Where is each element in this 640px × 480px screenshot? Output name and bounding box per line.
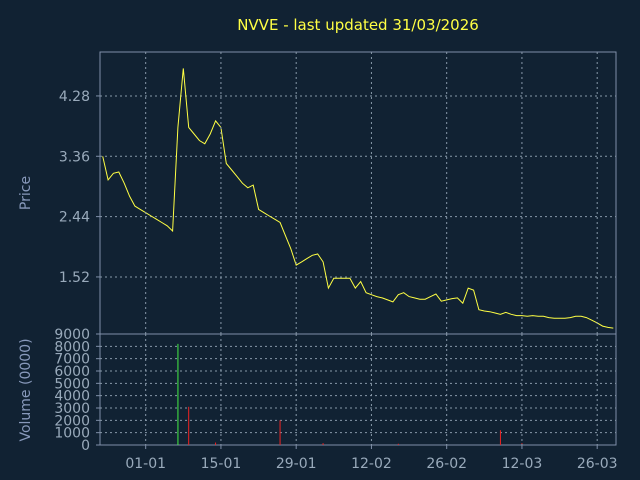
price-panel-frame [99, 51, 617, 335]
price-axis-label: Price [18, 176, 34, 210]
volume-bars [177, 343, 523, 445]
price-tick-label: 2.44 [59, 210, 90, 226]
price-tick-label: 1.52 [59, 270, 90, 286]
price-tick-label: 4.28 [59, 89, 90, 105]
price-y-ticks: 1.52 2.44 3.36 4.28 [59, 89, 100, 286]
price-panel: 1.52 2.44 3.36 4.28 Price [18, 51, 617, 335]
volume-tick-label: 9000 [54, 327, 90, 343]
x-tick-label: 15-01 [201, 456, 242, 472]
x-tick-label: 26-02 [426, 456, 467, 472]
volume-tick-label: 7000 [54, 352, 90, 368]
volume-tick-label: 0 [81, 438, 90, 454]
x-tick-label: 01-01 [125, 456, 166, 472]
price-grid [100, 95, 616, 278]
volume-axis-label: Volume (0000) [18, 338, 34, 441]
chart-title: NVVE - last updated 31/03/2026 [237, 16, 479, 34]
x-tick-label: 12-02 [351, 456, 392, 472]
volume-grid [100, 345, 616, 434]
volume-tick-label: 1000 [54, 426, 90, 442]
price-series-line [102, 68, 614, 329]
volume-tick-label: 6000 [54, 364, 90, 380]
x-tick-label: 12-03 [502, 456, 543, 472]
x-tick-label: 26-03 [577, 456, 618, 472]
volume-tick-label: 3000 [54, 401, 90, 417]
volume-tick-label: 8000 [54, 339, 90, 355]
x-tick-label: 29-01 [276, 456, 317, 472]
volume-tick-label: 5000 [54, 376, 90, 392]
volume-tick-label: 2000 [54, 413, 90, 429]
volume-panel-frame [99, 333, 617, 446]
x-ticks: 01-01 15-01 29-01 12-02 26-02 12-03 26-03 [125, 445, 618, 472]
volume-tick-label: 4000 [54, 389, 90, 405]
price-tick-label: 3.36 [59, 149, 90, 165]
x-grid [145, 52, 598, 445]
